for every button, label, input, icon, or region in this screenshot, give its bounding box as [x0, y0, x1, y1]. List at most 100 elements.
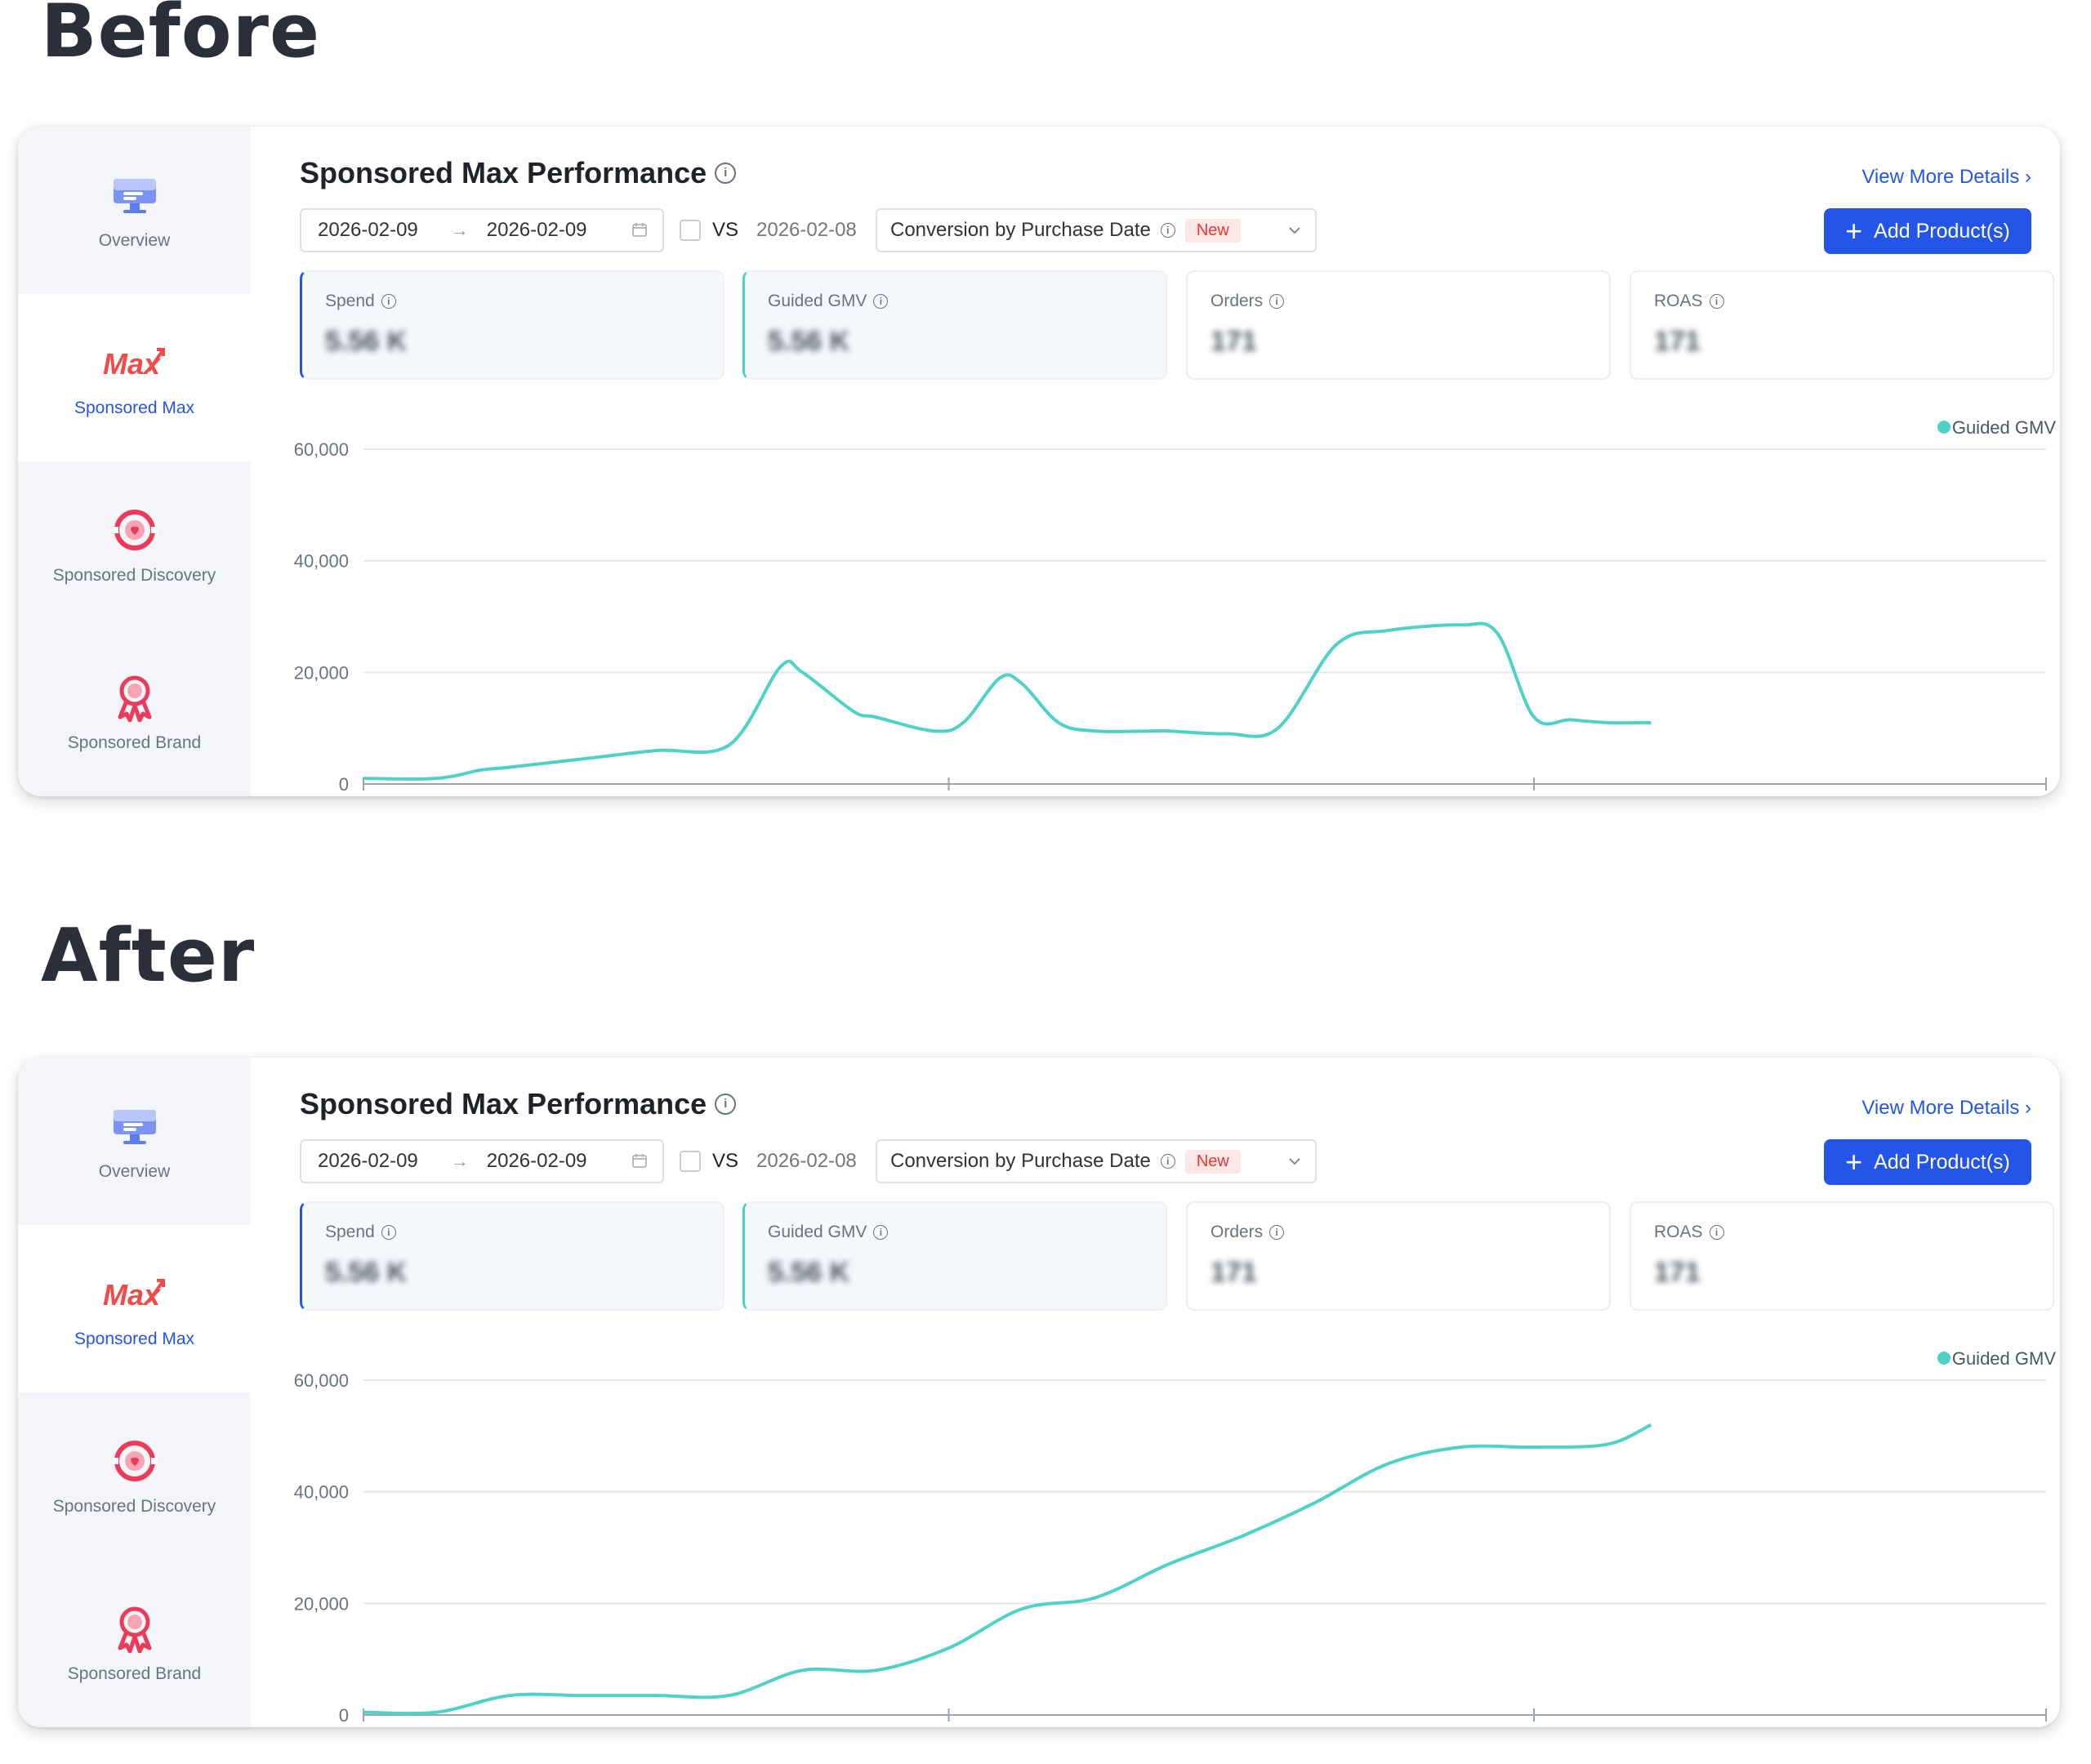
info-icon[interactable]: i — [1709, 1225, 1724, 1240]
legend-label: Guided GMV — [1952, 417, 2056, 438]
sidebar-item-label: Overview — [98, 230, 171, 250]
conversion-select[interactable]: Conversion by Purchase Date i New — [876, 1139, 1317, 1183]
view-more-details-link[interactable]: View More Details › — [1861, 1097, 2031, 1120]
legend-label: Guided GMV — [1952, 1348, 2056, 1369]
award-ribbon-icon — [118, 675, 151, 722]
page-title: Sponsored Max Performance — [300, 156, 707, 189]
discovery-icon — [111, 1440, 158, 1481]
sidebar-item-sponsored-brand[interactable]: Sponsored Brand — [18, 1560, 251, 1727]
after-performance-panel: Overview Max Sponsored Max Sponsored Dis… — [18, 1058, 2060, 1727]
max-logo-icon: Max — [103, 347, 165, 381]
compare-toggle: VS 2026-02-08 — [680, 219, 857, 242]
y-tick-label: 20,000 — [294, 1593, 349, 1614]
sidebar-item-sponsored-max[interactable]: Max Sponsored Max — [18, 294, 251, 461]
y-tick-label: 20,000 — [294, 662, 349, 683]
sidebar-item-label: Sponsored Max — [74, 398, 195, 417]
metric-value: 171 — [1210, 326, 1257, 357]
gmv-line-chart: 020,00040,00060,0000:008:0016:0023:00Gui… — [294, 417, 2057, 795]
add-products-button[interactable]: + Add Product(s) — [1824, 208, 2031, 254]
metric-value: 5.56 K — [325, 326, 408, 357]
info-icon[interactable]: i — [715, 163, 737, 184]
metric-label: ROAS — [1654, 1223, 1703, 1241]
add-products-button[interactable]: + Add Product(s) — [1824, 1139, 2031, 1185]
sidebar-item-label: Sponsored Brand — [67, 733, 202, 752]
date-end: 2026-02-09 — [486, 219, 587, 241]
metric-label: Guided GMV — [768, 292, 867, 310]
metric-card-roas[interactable]: ROAS i 171 — [1630, 1201, 2054, 1311]
metric-label: ROAS — [1654, 292, 1703, 310]
conversion-select[interactable]: Conversion by Purchase Date i New — [876, 208, 1317, 252]
add-products-label: Add Product(s) — [1874, 1150, 2010, 1174]
view-more-label: View More Details — [1861, 1097, 2020, 1119]
y-tick-label: 60,000 — [294, 439, 349, 460]
date-end: 2026-02-09 — [486, 1150, 587, 1172]
series-line-guided-gmv — [363, 621, 1652, 781]
calendar-icon — [632, 1154, 647, 1168]
metric-value: 171 — [1210, 1257, 1257, 1288]
info-icon[interactable]: i — [873, 1225, 889, 1240]
conversion-select-value: Conversion by Purchase Date — [890, 1150, 1151, 1172]
sidebar: Overview Max Sponsored Max Sponsored Dis… — [18, 1058, 251, 1727]
view-more-details-link[interactable]: View More Details › — [1861, 166, 2031, 189]
metric-card-orders[interactable]: Orders i 171 — [1186, 1201, 1611, 1311]
panel-title-row: Sponsored Max Performance i — [300, 1087, 737, 1121]
gmv-line-chart: 020,00040,00060,0000:008:0016:0023:00Gui… — [294, 1348, 2057, 1726]
metric-card-guided-gmv[interactable]: Guided GMV i 5.56 K — [742, 270, 1167, 380]
legend-swatch — [1937, 1352, 1951, 1365]
sidebar-item-sponsored-max[interactable]: Max Sponsored Max — [18, 1225, 251, 1392]
sidebar-item-overview[interactable]: Overview — [18, 127, 251, 294]
after-heading: After — [41, 913, 256, 999]
metric-card-spend[interactable]: Spend i 5.56 K — [300, 1201, 724, 1311]
sidebar-item-label: Sponsored Max — [74, 1329, 195, 1348]
metric-label: Orders — [1210, 292, 1264, 310]
info-icon[interactable]: i — [1160, 1154, 1175, 1169]
compare-date: 2026-02-08 — [756, 1150, 857, 1172]
info-icon[interactable]: i — [381, 294, 396, 309]
sidebar-item-sponsored-discovery[interactable]: Sponsored Discovery — [18, 461, 251, 629]
view-more-label: View More Details — [1861, 166, 2020, 188]
series-line-guided-gmv — [363, 1423, 1652, 1716]
date-range-picker[interactable]: 2026-02-09 → 2026-02-09 — [300, 208, 664, 252]
info-icon[interactable]: i — [1160, 223, 1175, 238]
panel-main: Sponsored Max Performance i View More De… — [251, 1058, 2060, 1727]
compare-checkbox[interactable] — [680, 220, 701, 241]
sidebar-item-label: Sponsored Discovery — [52, 565, 216, 585]
metric-card-orders[interactable]: Orders i 171 — [1186, 270, 1611, 380]
sidebar-item-sponsored-discovery[interactable]: Sponsored Discovery — [18, 1392, 251, 1560]
info-icon[interactable]: i — [1269, 1225, 1285, 1240]
discovery-icon — [111, 509, 158, 550]
arrow-right-icon: → — [450, 1151, 469, 1171]
new-badge: New — [1184, 218, 1241, 243]
calendar-icon — [632, 223, 647, 237]
metric-card-guided-gmv[interactable]: Guided GMV i 5.56 K — [742, 1201, 1167, 1311]
sidebar-item-sponsored-brand[interactable]: Sponsored Brand — [18, 629, 251, 796]
award-ribbon-icon — [118, 1606, 151, 1653]
metric-card-spend[interactable]: Spend i 5.56 K — [300, 270, 724, 380]
vs-label: VS — [712, 1150, 739, 1172]
sidebar-item-overview[interactable]: Overview — [18, 1058, 251, 1225]
chevron-down-icon — [1289, 1158, 1300, 1165]
info-icon[interactable]: i — [873, 294, 889, 309]
chevron-right-icon: › — [2025, 166, 2031, 188]
info-icon[interactable]: i — [715, 1094, 737, 1115]
info-icon[interactable]: i — [1269, 294, 1285, 309]
metric-label: Spend — [325, 1223, 375, 1241]
before-performance-panel: Overview Max Sponsored Max Sponsored Dis… — [18, 127, 2060, 796]
info-icon[interactable]: i — [1709, 294, 1724, 309]
compare-toggle: VS 2026-02-08 — [680, 1150, 857, 1173]
vs-label: VS — [712, 219, 739, 241]
metric-value: 171 — [1654, 1257, 1701, 1288]
legend-swatch — [1937, 421, 1951, 434]
info-icon[interactable]: i — [381, 1225, 396, 1240]
compare-checkbox[interactable] — [680, 1151, 701, 1172]
panel-title-row: Sponsored Max Performance i — [300, 156, 737, 190]
date-range-picker[interactable]: 2026-02-09 → 2026-02-09 — [300, 1139, 664, 1183]
metric-card-roas[interactable]: ROAS i 171 — [1630, 270, 2054, 380]
metric-value: 5.56 K — [768, 326, 850, 357]
monitor-icon — [113, 1109, 156, 1144]
plus-icon: + — [1845, 214, 1863, 247]
compare-date: 2026-02-08 — [756, 219, 857, 241]
conversion-select-value: Conversion by Purchase Date — [890, 219, 1151, 241]
sidebar-item-label: Sponsored Brand — [67, 1664, 202, 1683]
chevron-down-icon — [1289, 227, 1300, 234]
